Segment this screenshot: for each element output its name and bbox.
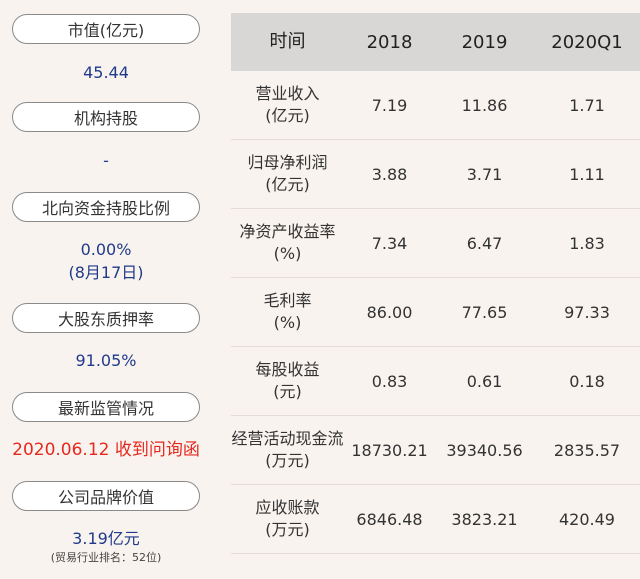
table-cell: 86.00 [366, 302, 413, 322]
regulatory-status-value: 2020.06.12 收到问询函 [12, 440, 200, 460]
row-label-main: 归母净利润 [247, 153, 328, 172]
table-row: 经营活动现金流 (万元) 18730.21 39340.56 2835.57 [231, 416, 640, 485]
row-label: 营业收入 (亿元) [231, 71, 344, 139]
row-label-main: 毛利率 [263, 291, 312, 310]
table-cell: 7.19 [371, 95, 408, 115]
market-cap-label: 市值(亿元) [12, 14, 200, 44]
table-cell: 77.65 [461, 302, 508, 322]
row-label-unit: (万元) [265, 520, 310, 539]
table-cell: 7.34 [371, 233, 408, 253]
table-row: 毛利率 (%) 86.00 77.65 97.33 [231, 278, 640, 347]
table-cell: 3823.21 [451, 509, 518, 529]
row-label-unit: (%) [273, 313, 302, 332]
row-label-main: 每股收益 [255, 360, 320, 379]
regulatory-status-label: 最新监管情况 [12, 392, 200, 422]
left-panel: 市值(亿元) 45.44 机构持股 - 北向资金持股比例 0.00% (8月17… [0, 0, 216, 579]
pledge-ratio-value: 91.05% [75, 351, 137, 370]
table-cell: 420.49 [559, 509, 615, 529]
table-row: 应收账款 (万元) 6846.48 3823.21 420.49 [231, 485, 640, 554]
row-label: 经营活动现金流 (万元) [231, 416, 344, 484]
financial-table: 时间 2018 2019 2020Q1 营业收入 (亿元) 7.19 11.86… [231, 13, 640, 554]
brand-value-label: 公司品牌价值 [12, 481, 200, 511]
table-cell: 18730.21 [351, 440, 428, 460]
table-cell: 11.86 [461, 95, 508, 115]
table-cell: 1.83 [569, 233, 605, 253]
table-row: 归母净利润 (亿元) 3.88 3.71 1.11 [231, 140, 640, 209]
header-2018: 2018 [366, 31, 413, 53]
header-2019: 2019 [461, 31, 508, 53]
row-label: 归母净利润 (亿元) [231, 140, 344, 208]
row-label: 每股收益 (元) [231, 347, 344, 415]
row-label-main: 应收账款 [255, 498, 320, 517]
table-cell: 97.33 [564, 302, 610, 322]
row-label-main: 净资产收益率 [239, 222, 336, 241]
table-cell: 2835.57 [553, 440, 621, 460]
brand-rank-note: (贸易行业排名：52位) [50, 551, 162, 564]
row-label: 应收账款 (万元) [231, 485, 344, 553]
table-cell: 0.61 [466, 371, 503, 391]
table-row: 净资产收益率 (%) 7.34 6.47 1.83 [231, 209, 640, 278]
table-cell: 0.18 [569, 371, 605, 391]
row-label: 净资产收益率 (%) [231, 209, 344, 277]
market-cap-value: 45.44 [83, 63, 129, 82]
table-cell: 0.83 [371, 371, 408, 391]
table-cell: 1.11 [569, 164, 605, 184]
table-row: 每股收益 (元) 0.83 0.61 0.18 [231, 347, 640, 416]
row-label-main: 营业收入 [255, 84, 320, 103]
northbound-holding-value: 0.00% [80, 240, 132, 259]
institutional-holding-label: 机构持股 [12, 102, 200, 132]
table-cell: 1.71 [569, 95, 605, 115]
row-label: 毛利率 (%) [231, 278, 344, 346]
table-cell: 6.47 [466, 233, 503, 253]
row-label-unit: (亿元) [265, 106, 310, 125]
header-time: 时间 [269, 31, 306, 52]
row-label-unit: (万元) [265, 451, 310, 470]
row-label-unit: (元) [273, 382, 302, 401]
table-cell: 6846.48 [356, 509, 423, 529]
header-2020q1: 2020Q1 [551, 31, 623, 53]
institutional-holding-value: - [103, 151, 109, 170]
row-label-unit: (%) [273, 244, 302, 263]
table-cell: 3.71 [466, 164, 503, 184]
northbound-holding-label: 北向资金持股比例 [12, 192, 200, 222]
northbound-holding-date: (8月17日) [68, 263, 144, 282]
pledge-ratio-label: 大股东质押率 [12, 303, 200, 333]
table-cell: 39340.56 [446, 440, 523, 460]
brand-value-value: 3.19亿元 [72, 529, 140, 548]
table-row: 营业收入 (亿元) 7.19 11.86 1.71 [231, 71, 640, 140]
row-label-main: 经营活动现金流 [231, 429, 344, 448]
table-cell: 3.88 [371, 164, 408, 184]
table-header-row: 时间 2018 2019 2020Q1 [231, 13, 640, 71]
row-label-unit: (亿元) [265, 175, 310, 194]
